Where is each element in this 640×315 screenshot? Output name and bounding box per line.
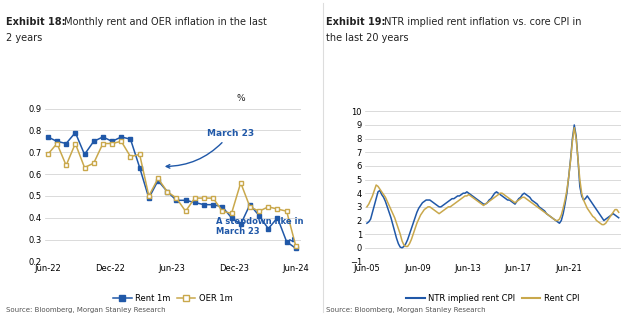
Text: March 23: March 23 xyxy=(166,129,253,168)
Text: 2 years: 2 years xyxy=(6,33,43,43)
Text: NTR implied rent inflation vs. core CPI in: NTR implied rent inflation vs. core CPI … xyxy=(381,17,581,27)
Text: Monthly rent and OER inflation in the last: Monthly rent and OER inflation in the la… xyxy=(61,17,267,27)
Text: A stepdown like in
March 23: A stepdown like in March 23 xyxy=(216,217,304,242)
Text: Exhibit 18:: Exhibit 18: xyxy=(6,17,66,27)
Text: Source: Bloomberg, Morgan Stanley Research: Source: Bloomberg, Morgan Stanley Resear… xyxy=(6,307,166,313)
Legend: Rent 1m, OER 1m: Rent 1m, OER 1m xyxy=(110,291,236,306)
Text: the last 20 years: the last 20 years xyxy=(326,33,409,43)
Text: %: % xyxy=(237,94,245,103)
Text: Exhibit 19:: Exhibit 19: xyxy=(326,17,386,27)
Legend: NTR implied rent CPI, Rent CPI: NTR implied rent CPI, Rent CPI xyxy=(403,291,582,306)
Text: Source: Bloomberg, Morgan Stanley Research: Source: Bloomberg, Morgan Stanley Resear… xyxy=(326,307,486,313)
